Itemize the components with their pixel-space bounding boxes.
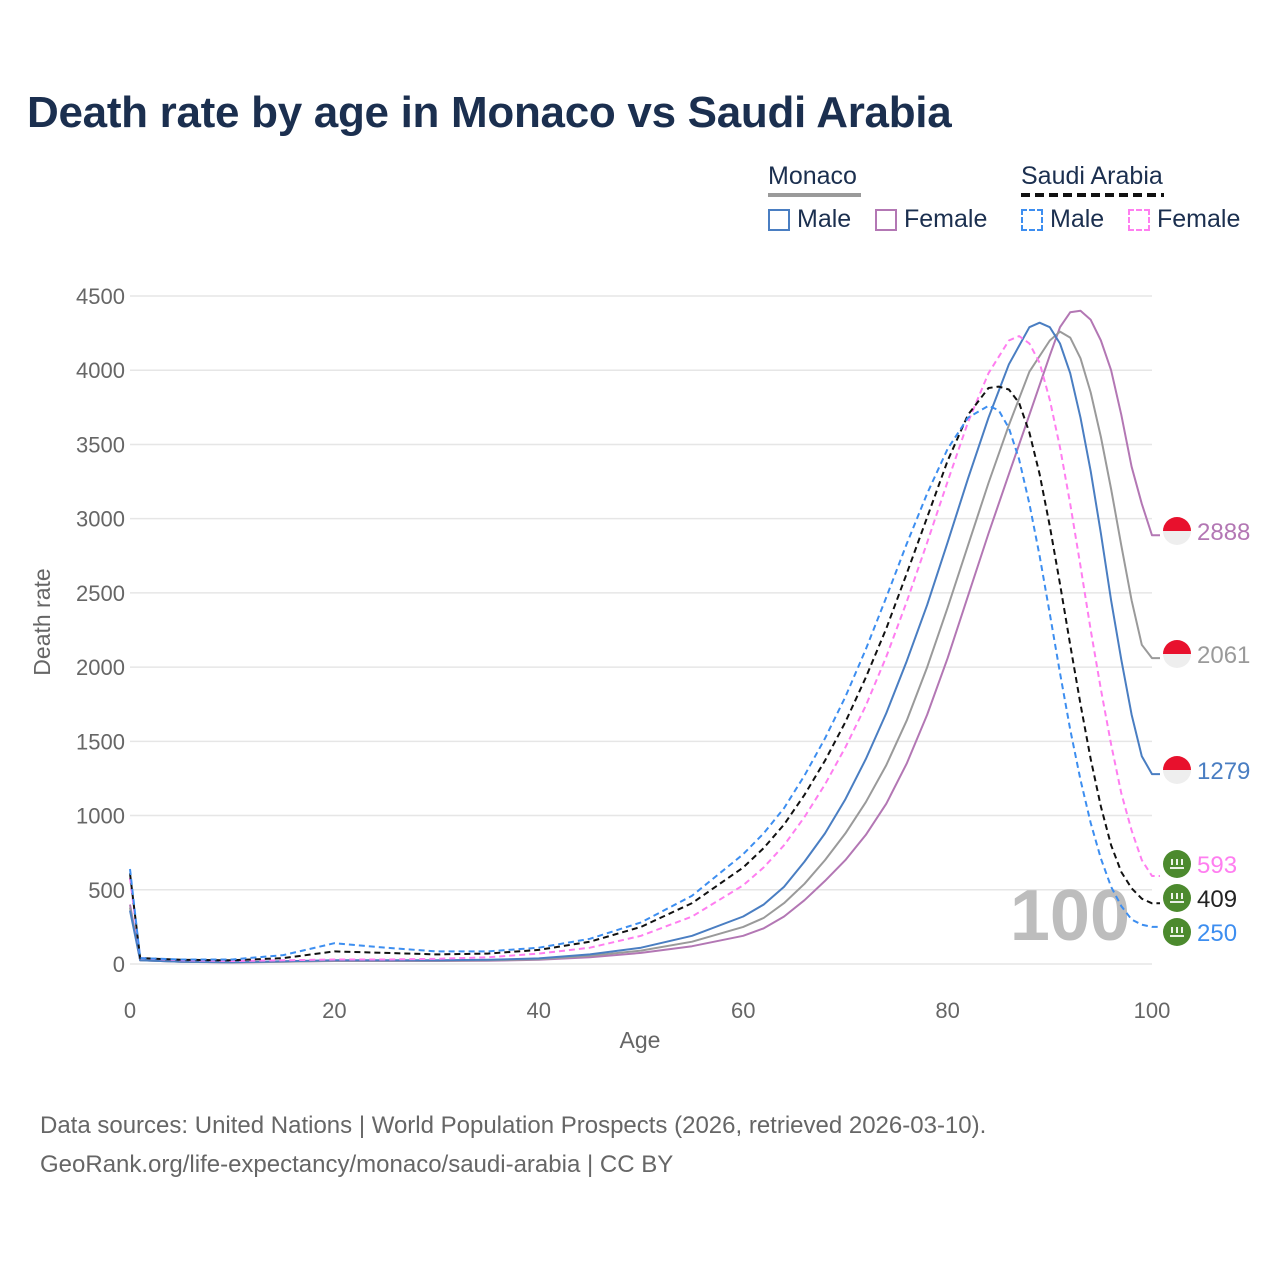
series-line-saudi-arabia-female <box>129 335 1160 962</box>
x-tick-label: 0 <box>124 998 136 1023</box>
legend-swatch-dashed-pink <box>1128 208 1150 231</box>
y-tick-label: 2000 <box>76 655 125 680</box>
source-line-1: Data sources: United Nations | World Pop… <box>40 1112 987 1139</box>
y-tick-label: 4000 <box>76 358 125 383</box>
end-labels: 2888 2061 1279 593 409 250 <box>1163 517 1250 947</box>
y-axis-label: Death rate <box>29 568 55 675</box>
series-line-monaco-female <box>129 309 1160 964</box>
y-tick-label: 1000 <box>76 804 125 829</box>
monaco-flag-red-half <box>1163 517 1191 531</box>
x-tick-label: 20 <box>322 998 346 1023</box>
legend-item-monaco-male[interactable]: Male <box>768 205 851 234</box>
legend-item-saudi-male[interactable]: Male <box>1021 205 1104 234</box>
year-watermark: 100 <box>1010 876 1130 956</box>
legend-group-saudi-arabia[interactable]: Saudi Arabia <box>1021 162 1163 190</box>
end-value-label: 1279 <box>1197 758 1250 785</box>
source-note: Data sources: United Nations | World Pop… <box>40 1106 986 1184</box>
series-line-saudi-arabia-combined <box>129 385 1160 962</box>
series-line-monaco-male <box>129 321 1160 964</box>
y-tick-label: 2500 <box>76 581 125 606</box>
end-value-label: 2888 <box>1197 519 1250 546</box>
legend-label: Male <box>797 205 852 233</box>
y-tick-label: 3000 <box>76 507 125 532</box>
legend-label: Male <box>1050 205 1105 233</box>
x-tick-label: 80 <box>935 998 959 1023</box>
legend-label: Female <box>1157 205 1241 233</box>
legend-swatch-solid-blue <box>768 208 790 231</box>
legend-item-monaco-female[interactable]: Female <box>875 205 987 234</box>
series <box>129 309 1160 964</box>
legend-swatch-dashed-blue <box>1021 208 1043 231</box>
legend-underline-saudi-arabia <box>1021 193 1164 197</box>
x-tick-label: 60 <box>731 998 755 1023</box>
x-tick-label: 100 <box>1134 998 1171 1023</box>
end-value-label: 409 <box>1197 886 1237 913</box>
y-tick-label: 0 <box>113 952 125 977</box>
monaco-flag-red-half <box>1163 756 1191 770</box>
y-tick-label: 500 <box>88 878 125 903</box>
legend-item-saudi-female[interactable]: Female <box>1128 205 1240 234</box>
x-tick-label: 40 <box>527 998 551 1023</box>
saudi-arabia-flag-emblem <box>1170 893 1184 903</box>
series-line-combined <box>129 330 1160 964</box>
series-line-saudi-arabia-male <box>129 404 1160 961</box>
saudi-arabia-flag-emblem <box>1170 859 1184 869</box>
y-tick-label: 3500 <box>76 432 125 457</box>
x-axis-label: Age <box>620 1027 661 1053</box>
legend-swatch-solid-purple <box>875 208 897 231</box>
saudi-arabia-flag-emblem <box>1170 927 1184 937</box>
y-tick-label: 4500 <box>76 284 125 309</box>
axes: 100 Age Death rate 050010001500200025003… <box>29 284 1170 1053</box>
legend-label: Female <box>904 205 988 233</box>
chart-title: Death rate by age in Monaco vs Saudi Ara… <box>27 88 952 137</box>
grid <box>130 295 1152 965</box>
legend-underline-monaco <box>768 193 861 197</box>
source-line-2[interactable]: GeoRank.org/life-expectancy/monaco/saudi… <box>40 1151 674 1178</box>
y-tick-label: 1500 <box>76 729 125 754</box>
end-value-label: 593 <box>1197 852 1237 879</box>
end-value-label: 250 <box>1197 920 1237 947</box>
end-value-label: 2061 <box>1197 642 1250 669</box>
legend-group-monaco[interactable]: Monaco <box>768 162 857 190</box>
monaco-flag-red-half <box>1163 640 1191 654</box>
